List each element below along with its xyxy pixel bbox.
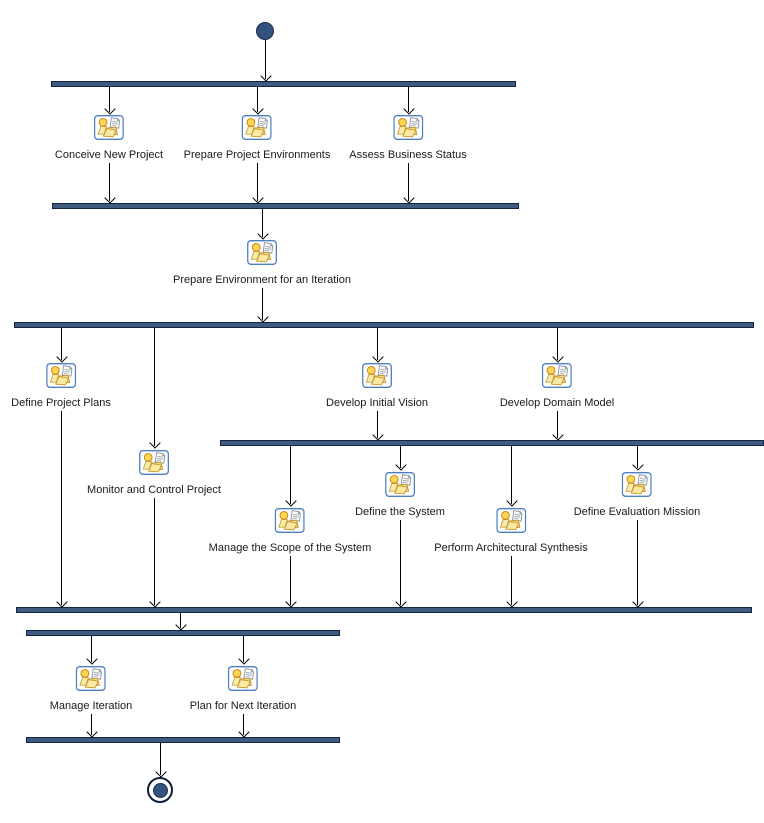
- activity-node-prepare-project-environments[interactable]: Prepare Project Environments: [183, 115, 331, 162]
- flow-edge: [91, 636, 92, 662]
- activity-node-manage-the-scope-of-the-system[interactable]: Manage the Scope of the System: [208, 508, 372, 555]
- activity-icon: [242, 115, 272, 140]
- activity-label: Prepare Environment for an Iteration: [173, 274, 351, 286]
- activity-label: Manage the Scope of the System: [208, 542, 372, 554]
- activity-icon: [76, 666, 106, 691]
- fork-bar-1[interactable]: [51, 81, 516, 87]
- fork-bar-4[interactable]: [26, 630, 340, 636]
- flow-edge: [511, 556, 512, 605]
- activity-icon: [275, 508, 305, 533]
- join-bar-3[interactable]: [26, 737, 340, 743]
- flow-edge: [262, 288, 263, 320]
- flow-edge: [154, 498, 155, 605]
- flow-edge: [61, 328, 62, 360]
- activity-icon: [393, 115, 423, 140]
- flow-edge: [400, 520, 401, 605]
- activity-node-assess-business-status[interactable]: Assess Business Status: [349, 115, 467, 162]
- join-bar-2[interactable]: [16, 607, 752, 613]
- activity-label: Define the System: [355, 506, 445, 518]
- activity-node-define-project-plans[interactable]: Define Project Plans: [11, 363, 111, 410]
- flow-edge: [557, 411, 558, 438]
- activity-label: Prepare Project Environments: [183, 149, 331, 161]
- flow-edge: [400, 446, 401, 468]
- initial-node[interactable]: [256, 22, 274, 40]
- flow-edge: [257, 87, 258, 112]
- activity-icon: [385, 472, 415, 497]
- activity-label: Manage Iteration: [49, 700, 133, 712]
- activity-label: Plan for Next Iteration: [189, 700, 297, 712]
- flow-edge: [637, 520, 638, 605]
- activity-icon: [362, 363, 392, 388]
- activity-icon: [247, 240, 277, 265]
- activity-label: Conceive New Project: [54, 149, 164, 161]
- flow-edge: [408, 87, 409, 112]
- activity-node-develop-initial-vision[interactable]: Develop Initial Vision: [326, 363, 428, 410]
- activity-final-node[interactable]: [147, 777, 173, 803]
- activity-node-perform-architectural-synthesis[interactable]: Perform Architectural Synthesis: [434, 508, 588, 555]
- flow-edge: [243, 714, 244, 735]
- activity-node-develop-domain-model[interactable]: Develop Domain Model: [500, 363, 614, 410]
- flow-edge: [243, 636, 244, 662]
- activity-label: Monitor and Control Project: [87, 484, 221, 496]
- activity-icon: [622, 472, 652, 497]
- flow-edge: [265, 40, 266, 79]
- activity-node-monitor-and-control-project[interactable]: Monitor and Control Project: [87, 450, 221, 497]
- flow-edge: [91, 714, 92, 735]
- flow-edge: [290, 556, 291, 605]
- activity-node-plan-for-next-iteration[interactable]: Plan for Next Iteration: [190, 666, 296, 713]
- activity-label: Define Project Plans: [11, 397, 111, 409]
- activity-label: Develop Domain Model: [499, 397, 615, 409]
- activity-label: Assess Business Status: [349, 149, 467, 161]
- fork-bar-2[interactable]: [14, 322, 754, 328]
- activity-node-define-the-system[interactable]: Define the System: [355, 472, 445, 519]
- activity-icon: [94, 115, 124, 140]
- join-bar-1[interactable]: [52, 203, 519, 209]
- activity-icon: [228, 666, 258, 691]
- flow-edge: [637, 446, 638, 468]
- activity-label: Develop Initial Vision: [326, 397, 428, 409]
- final-node-inner-dot: [152, 782, 168, 798]
- activity-label: Perform Architectural Synthesis: [434, 542, 588, 554]
- flow-edge: [557, 328, 558, 360]
- flow-edge: [154, 328, 155, 446]
- flow-edge: [180, 613, 181, 628]
- flow-edge: [377, 328, 378, 360]
- flow-edge: [511, 446, 512, 504]
- flow-edge: [290, 446, 291, 504]
- flow-edge: [109, 87, 110, 112]
- activity-label: Define Evaluation Mission: [573, 506, 701, 518]
- flow-edge: [262, 209, 263, 237]
- activity-node-define-evaluation-mission[interactable]: Define Evaluation Mission: [573, 472, 701, 519]
- activity-node-manage-iteration[interactable]: Manage Iteration: [49, 666, 133, 713]
- activity-node-conceive-new-project[interactable]: Conceive New Project: [55, 115, 163, 162]
- activity-icon: [139, 450, 169, 475]
- activity-icon: [496, 508, 526, 533]
- flow-edge: [61, 411, 62, 605]
- fork-bar-3[interactable]: [220, 440, 764, 446]
- activity-icon: [542, 363, 572, 388]
- flow-edge: [408, 163, 409, 201]
- flow-edge: [109, 163, 110, 201]
- activity-node-prepare-environment-for-an-iteration[interactable]: Prepare Environment for an Iteration: [173, 240, 351, 287]
- flow-edge: [257, 163, 258, 201]
- activity-icon: [46, 363, 76, 388]
- flow-edge: [377, 411, 378, 438]
- flow-edge: [160, 743, 161, 775]
